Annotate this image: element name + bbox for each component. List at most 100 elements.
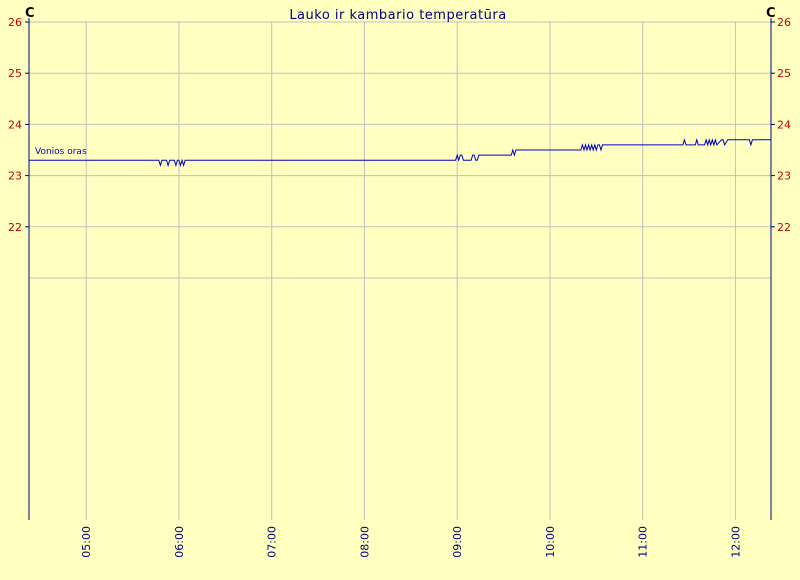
data-point [583,149,584,150]
data-point [512,149,513,150]
data-point [594,144,595,145]
data-point [481,155,482,156]
data-point [591,144,592,145]
data-point [169,160,170,161]
series-lines [28,138,771,168]
y-tick-label-right: 24 [777,118,791,131]
data-point [181,160,182,161]
data-point [588,144,589,145]
data-point [582,144,583,145]
data-point [704,144,705,145]
data-point [722,139,723,140]
series-label: Vonios oras [35,147,87,157]
data-point [585,144,586,145]
data-point [514,155,515,156]
data-point [698,144,699,145]
data-point [721,139,722,140]
data-point [712,139,713,140]
y-tick-label-left: 25 [8,67,22,80]
x-tick-label: 12:00 [729,526,742,558]
data-point [474,155,475,156]
y-tick-label-right: 25 [777,67,791,80]
data-point [709,139,710,140]
data-point [471,160,472,161]
x-tick-label: 11:00 [637,526,650,558]
data-point [682,144,683,145]
data-point [685,144,686,145]
data-point [457,155,458,156]
data-point [480,155,481,156]
data-point [716,144,717,145]
data-point [729,139,730,140]
data-point [178,160,179,161]
data-point [602,144,603,145]
unit-label-left: C [25,6,35,21]
data-point [186,160,187,161]
data-point [590,149,591,150]
data-point [185,160,186,161]
data-point [730,139,731,140]
data-point [715,139,716,140]
data-point [158,160,159,161]
data-point [713,144,714,145]
data-point [752,139,753,140]
y-tick-label-right: 26 [777,16,791,29]
data-point [472,155,473,156]
series-line [29,138,771,168]
data-point [593,149,594,150]
data-point [464,160,465,161]
data-point [175,165,176,166]
data-point [710,144,711,145]
x-tick-label: 06:00 [173,526,186,558]
data-point [515,149,516,150]
data-point [174,160,175,161]
y-tick-label-right: 23 [777,170,791,183]
y-tick-label-left: 22 [8,221,22,234]
data-point [684,139,685,140]
data-point [478,155,479,156]
data-point [463,160,464,161]
data-point [603,144,604,145]
y-tick-label-right: 22 [777,221,791,234]
x-tick-label: 08:00 [358,526,371,558]
data-point [750,144,751,145]
data-point [161,160,162,161]
x-tick-labels: 05:00 06:00 07:00 08:00 09:00 10:00 11:00 12:00 [80,526,742,558]
data-point [160,165,161,166]
data-point [727,139,728,140]
unit-label-right: C [766,6,776,21]
data-point [511,155,512,156]
data-point [580,149,581,150]
y-tick-label-left: 26 [8,16,22,29]
data-point [168,165,169,166]
x-tick-label: 07:00 [266,526,279,558]
data-point [596,149,597,150]
data-point [724,144,725,145]
data-point [461,155,462,156]
data-point [696,139,697,140]
data-point [705,139,706,140]
y-tick-labels: 22 22 23 23 24 24 25 25 26 26 [8,16,791,234]
data-point [695,144,696,145]
data-point [600,149,601,150]
axes [25,18,775,520]
data-point [477,160,478,161]
data-point [707,144,708,145]
chart-title: Lauko ir kambario temperatūra [289,8,506,23]
data-point [586,149,587,150]
y-tick-label-left: 24 [8,118,22,131]
data-point [597,144,598,145]
data-point [770,139,771,140]
data-point [28,160,29,161]
data-point [180,165,181,166]
data-point [455,160,456,161]
x-tick-label: 10:00 [544,526,557,558]
data-point [749,139,750,140]
data-point [475,160,476,161]
data-point [166,160,167,161]
y-tick-label-left: 23 [8,170,22,183]
data-point [177,160,178,161]
data-point [458,160,459,161]
data-point [183,165,184,166]
